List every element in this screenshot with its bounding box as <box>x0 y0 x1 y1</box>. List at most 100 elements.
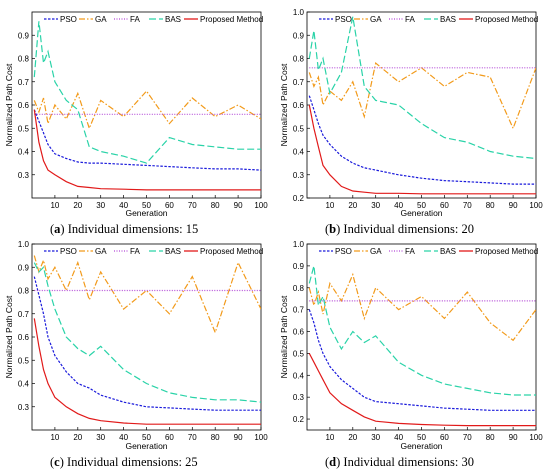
x-tick-label: 70 <box>463 433 472 442</box>
legend-label: GA <box>370 15 382 24</box>
series-line-proposed-method <box>308 104 536 195</box>
series-line-ga <box>33 255 261 335</box>
x-tick-label: 30 <box>371 433 380 442</box>
chart-panel-b: 10 20 30 40 50 60 70 80 90 100 0.2 0.3 0.4 0.5 0.6 0.7 0… <box>279 8 543 236</box>
legend-label: BAS <box>440 247 456 256</box>
x-tick-label: 90 <box>234 433 243 442</box>
legend-label: PSO <box>60 15 77 24</box>
y-tick-label: 1.0 <box>18 240 30 249</box>
x-tick-label: 100 <box>529 433 543 442</box>
x-tick-label: 20 <box>73 433 82 442</box>
legend-label: GA <box>370 247 382 256</box>
legend-label: FA <box>130 15 140 24</box>
y-tick-label: 0.9 <box>18 31 30 40</box>
caption-letter: a <box>54 222 61 236</box>
x-tick-label: 100 <box>529 201 543 210</box>
chart-panel-c: 10 20 30 40 50 60 70 80 90 100 0.3 0.4 0.5 0.6 0.7 0.8 0… <box>4 240 268 469</box>
x-tick-label: 20 <box>348 201 357 210</box>
legend-label: BAS <box>165 15 181 24</box>
legend-label: FA <box>130 247 140 256</box>
panel-caption: (d) Individual dimensions: 30 <box>325 455 474 469</box>
x-tick-label: 80 <box>486 201 495 210</box>
y-tick-label: 0.4 <box>18 380 30 389</box>
x-tick-label: 20 <box>73 201 82 210</box>
caption-paren-close: ) <box>60 455 64 469</box>
y-tick-label: 0.4 <box>293 148 305 157</box>
x-tick-label: 60 <box>165 433 174 442</box>
x-axis-title: Generation <box>400 441 442 451</box>
x-tick-label: 90 <box>509 201 518 210</box>
caption-letter: b <box>329 222 336 236</box>
y-tick-label: 0.2 <box>293 194 305 203</box>
y-tick-label: 0.5 <box>293 349 305 358</box>
series-line-proposed-method <box>33 109 261 191</box>
series-line-bas <box>308 265 536 396</box>
plot-frame <box>306 243 537 431</box>
series-line-proposed-method <box>33 318 261 425</box>
legend-label: Proposed Method <box>200 15 263 24</box>
y-tick-label: 1.0 <box>293 240 305 249</box>
y-tick-label: 0.5 <box>18 356 30 365</box>
y-tick-label: 0.6 <box>293 328 305 337</box>
x-tick-label: 60 <box>440 201 449 210</box>
x-axis-title: Generation <box>125 208 167 218</box>
series-line-ga <box>33 90 261 131</box>
chart-panel-a: 10 20 30 40 50 60 70 80 90 100 0.3 0.4 0.5 0.6 0.7 0.8 0… <box>4 11 268 236</box>
caption-description: Individual dimensions: 20 <box>340 222 474 236</box>
x-tick-label: 70 <box>463 201 472 210</box>
x-axis-title: Generation <box>400 208 442 218</box>
y-axis-title: Normalized Path Cost <box>279 295 289 378</box>
series-line-pso <box>308 309 536 411</box>
series-line-bas <box>33 262 261 403</box>
y-tick-label: 0.8 <box>293 284 305 293</box>
x-tick-label: 80 <box>211 433 220 442</box>
y-tick-label: 0.5 <box>293 124 305 133</box>
x-axis-title: Generation <box>125 441 167 451</box>
series-line-bas <box>33 21 261 164</box>
x-tick-label: 60 <box>440 433 449 442</box>
y-tick-label: 0.4 <box>18 148 30 157</box>
caption-description: Individual dimensions: 30 <box>340 455 474 469</box>
x-tick-label: 100 <box>254 201 268 210</box>
y-tick-label: 0.4 <box>293 371 305 380</box>
caption-paren-open: ( <box>50 222 54 236</box>
y-tick-label: 0.5 <box>18 124 30 133</box>
y-tick-label: 0.8 <box>18 55 30 64</box>
y-tick-label: 0.6 <box>18 333 30 342</box>
caption-letter: d <box>329 455 336 469</box>
plot-frame <box>306 11 537 199</box>
legend-label: Proposed Method <box>200 247 263 256</box>
panel-caption: (b) Individual dimensions: 20 <box>325 222 474 236</box>
x-tick-label: 60 <box>165 201 174 210</box>
caption-description: Individual dimensions: 15 <box>65 222 199 236</box>
legend-label: GA <box>95 15 107 24</box>
series-line-pso <box>33 276 261 411</box>
legend-label: Proposed Method <box>475 247 538 256</box>
x-tick-label: 90 <box>509 433 518 442</box>
x-tick-label: 50 <box>417 201 426 210</box>
chart-panel-d: 10 20 30 40 50 60 70 80 90 100 0.2 0.3 0.4 0.5 0.6 0.7 0… <box>279 240 543 469</box>
plot-frame <box>31 11 262 199</box>
caption-paren-open: ( <box>325 455 329 469</box>
panel-caption: (c) Individual dimensions: 25 <box>50 455 198 469</box>
x-tick-label: 50 <box>142 201 151 210</box>
series-line-ga <box>308 62 536 130</box>
y-axis-title: Normalized Path Cost <box>4 295 14 378</box>
x-tick-label: 10 <box>325 201 334 210</box>
series-line-ga <box>308 272 536 342</box>
y-axis-title: Normalized Path Cost <box>279 63 289 146</box>
caption-letter: c <box>54 455 60 469</box>
x-tick-label: 80 <box>211 201 220 210</box>
x-tick-label: 70 <box>188 201 197 210</box>
x-tick-label: 10 <box>50 201 59 210</box>
x-tick-label: 20 <box>348 433 357 442</box>
y-tick-label: 0.3 <box>18 403 30 412</box>
x-tick-label: 70 <box>188 433 197 442</box>
y-tick-label: 0.9 <box>293 262 305 271</box>
x-tick-label: 40 <box>394 201 403 210</box>
legend-label: PSO <box>335 247 352 256</box>
y-tick-label: 1.0 <box>293 8 305 17</box>
panel-caption: (a) Individual dimensions: 15 <box>50 222 198 236</box>
y-tick-label: 0.8 <box>18 287 30 296</box>
